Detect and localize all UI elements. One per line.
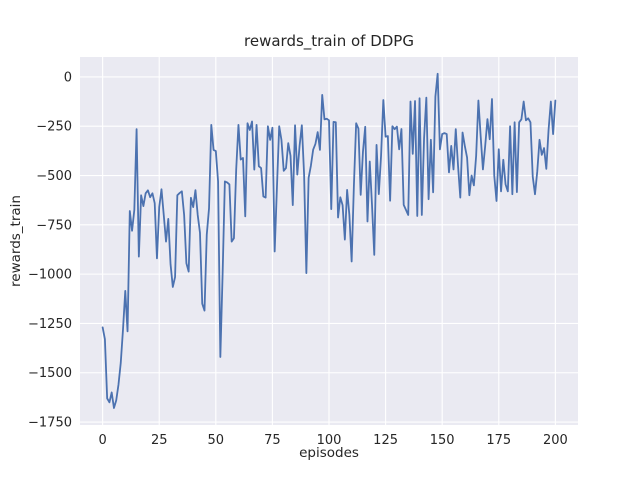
x-axis-label: episodes [299, 445, 359, 461]
x-tick-label: 100 [317, 433, 342, 448]
y-tick-label: −500 [36, 169, 72, 184]
x-axis-tick-labels: 0 25 50 75 100 125 150 175 200 [98, 433, 567, 448]
y-axis-label: rewards_train [8, 195, 24, 287]
x-tick-label: 125 [373, 433, 398, 448]
x-tick-label: 50 [208, 433, 225, 448]
x-tick-label: 0 [98, 433, 106, 448]
x-tick-label: 175 [486, 433, 511, 448]
y-axis-tick-labels: 0 −250 −500 −750 −1000 −1250 −1500 −1750 [28, 70, 72, 430]
y-tick-label: 0 [64, 70, 72, 85]
reward-line [101, 72, 557, 409]
y-tick-label: −1250 [28, 317, 72, 332]
x-tick-label: 75 [264, 433, 281, 448]
x-tick-label: 25 [151, 433, 168, 448]
x-tick-label: 150 [430, 433, 455, 448]
y-tick-label: −1000 [28, 268, 72, 283]
y-tick-label: −250 [36, 120, 72, 135]
chart-title: rewards_train of DDPG [244, 32, 414, 51]
y-tick-label: −750 [36, 218, 72, 233]
y-tick-label: −1750 [28, 416, 72, 431]
y-tick-label: −1500 [28, 366, 72, 381]
x-tick-label: 200 [543, 433, 568, 448]
reward-line-series [101, 72, 557, 409]
